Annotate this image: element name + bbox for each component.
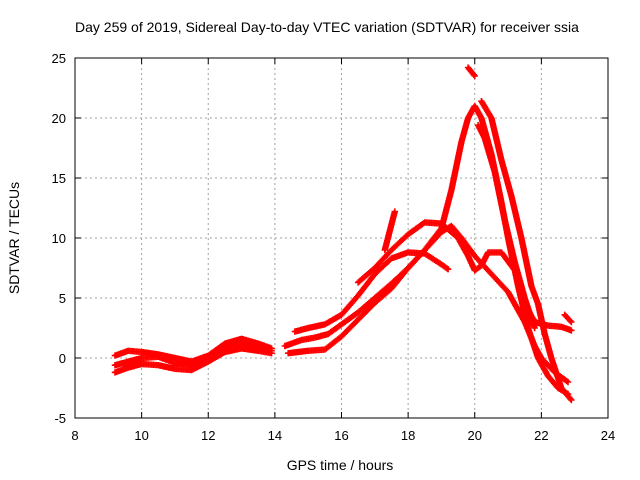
- y-tick-label: 10: [52, 231, 66, 246]
- series-markers: [478, 98, 575, 404]
- x-tick-label: 8: [71, 428, 78, 443]
- series-markers: [111, 341, 275, 369]
- plot-area-border: [74, 57, 609, 419]
- series-track-11: [561, 311, 575, 326]
- series-markers: [464, 64, 478, 80]
- x-tick-label: 22: [534, 428, 548, 443]
- series-markers: [474, 122, 538, 332]
- series-markers: [561, 311, 575, 326]
- series-track-9: [478, 98, 575, 404]
- y-tick-label: 0: [59, 351, 66, 366]
- y-tick-label: 15: [52, 171, 66, 186]
- x-tick-label: 12: [201, 428, 215, 443]
- x-tick-label: 24: [601, 428, 615, 443]
- series-track-1: [111, 345, 275, 376]
- y-tick-label: -5: [54, 411, 66, 426]
- plot-series: [111, 64, 575, 404]
- x-tick-label: 14: [268, 428, 282, 443]
- x-tick-label: 20: [468, 428, 482, 443]
- series-track-8: [464, 64, 478, 80]
- series-markers: [285, 222, 572, 386]
- y-axis-label: SDTVAR / TECUs: [6, 182, 22, 294]
- series-track-6: [285, 222, 572, 386]
- y-axis-ticks: -5 0 5 10 15 20 25: [52, 51, 608, 426]
- y-tick-label: 20: [52, 111, 66, 126]
- y-tick-label: 25: [52, 51, 66, 66]
- series-markers: [111, 345, 275, 376]
- series-track-5: [291, 249, 452, 335]
- series-markers: [381, 208, 398, 254]
- series-markers: [291, 249, 452, 335]
- chart-title: Day 259 of 2019, Sidereal Day-to-day VTE…: [75, 19, 579, 35]
- y-tick-label: 5: [59, 291, 66, 306]
- x-axis-ticks: 8 10 12 14 16 18 20 22 24: [71, 58, 615, 443]
- grid: [75, 58, 608, 418]
- x-tick-label: 18: [401, 428, 415, 443]
- x-tick-label: 10: [134, 428, 148, 443]
- series-track-10: [381, 208, 398, 254]
- series-track-12: [474, 122, 538, 332]
- series-track-3: [111, 341, 275, 369]
- x-tick-label: 16: [334, 428, 348, 443]
- x-axis-label: GPS time / hours: [287, 457, 394, 473]
